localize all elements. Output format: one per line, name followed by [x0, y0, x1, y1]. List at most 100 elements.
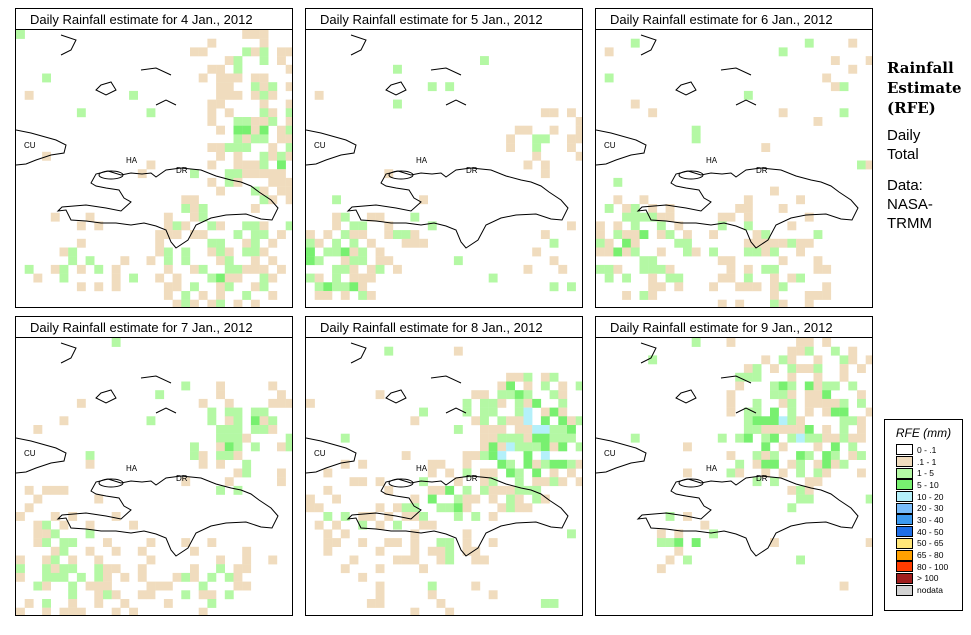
rainfall-cell: [375, 503, 385, 513]
rainfall-cell: [224, 169, 234, 179]
rainfall-cell: [822, 407, 832, 417]
rainfall-cell: [604, 73, 614, 83]
rainfall-cell: [445, 468, 455, 478]
rainfall-cell: [453, 425, 463, 434]
rainfall-cell: [726, 451, 736, 460]
rainfall-cell: [839, 398, 849, 408]
rainfall-cell: [233, 230, 243, 239]
rainfall-cell: [717, 299, 727, 307]
rainfall-cell: [480, 398, 489, 408]
rainfall-cell: [532, 134, 542, 144]
rainfall-cell: [567, 108, 576, 118]
rainfall-cell: [216, 555, 225, 565]
rainfall-cell: [233, 485, 243, 495]
rainfall-cell: [268, 416, 278, 426]
rainfall-cell: [306, 398, 315, 408]
rainfall-cell: [813, 459, 823, 469]
rainfall-cell: [743, 212, 753, 222]
rainfall-cell: [848, 433, 858, 443]
rainfall-cell: [665, 204, 675, 213]
rainfall-cell: [111, 338, 121, 347]
rainfall-map-panel: Daily Rainfall estimate for 8 Jan., 2012…: [305, 316, 583, 616]
rainfall-cell: [410, 538, 420, 547]
rainfall-cell: [250, 204, 260, 213]
rainfall-cell: [743, 372, 753, 382]
rainfall-cell: [445, 555, 455, 565]
rainfall-cell: [242, 546, 252, 556]
rainfall-cell: [622, 204, 631, 213]
rainfall-cell: [752, 282, 762, 292]
rainfall-cell: [349, 273, 359, 283]
nasa-label: NASA-: [887, 196, 933, 213]
rainfall-cell: [224, 273, 234, 283]
label-dr: DR: [756, 474, 768, 483]
rainfall-cell: [59, 520, 69, 530]
rainfall-cell: [865, 355, 872, 365]
rainfall-cell: [224, 108, 234, 118]
rainfall-cell: [76, 607, 86, 615]
rainfall-cell: [68, 538, 78, 547]
rainfall-cell: [532, 477, 542, 487]
rainfall-cell: [857, 416, 866, 426]
legend-label: 30 - 40: [917, 514, 944, 525]
rainfall-cell: [770, 416, 779, 426]
rainfall-cell: [33, 273, 43, 283]
rainfall-cell: [770, 238, 779, 248]
rainfall-cell: [778, 381, 788, 391]
rainfall-cell: [804, 291, 814, 300]
rainfall-cell: [207, 38, 217, 48]
rainfall-cell: [85, 581, 95, 591]
rainfall-cell: [770, 291, 779, 300]
rainfall-cell: [163, 581, 173, 591]
rainfall-cell: [42, 572, 51, 582]
rainfall-cell: [604, 238, 614, 248]
legend-label: 10 - 20: [917, 491, 944, 502]
rainfall-cell: [865, 56, 872, 65]
rainfall-cell: [332, 282, 341, 292]
rainfall-cell: [410, 416, 420, 426]
rainfall-cell: [427, 494, 437, 504]
rainfall-cell: [332, 221, 341, 231]
rainfall-cell: [259, 273, 269, 283]
rainfall-cell: [76, 264, 86, 274]
rainfall-cell: [216, 425, 225, 434]
rainfall-cell: [575, 459, 582, 469]
rainfall-cell: [68, 247, 78, 257]
rainfall-cell: [480, 56, 489, 65]
rainfall-cell: [401, 503, 411, 513]
rainfall-cell: [656, 538, 666, 547]
rainfall-cell: [540, 160, 550, 170]
rainfall-cell: [735, 459, 745, 469]
rainfall-cell: [259, 82, 269, 92]
rainfall-cell: [285, 82, 292, 92]
legend-label: > 100: [917, 573, 939, 584]
rainfall-cell: [656, 264, 666, 274]
rainfall-cell: [575, 477, 582, 487]
rainfall-cell: [306, 238, 315, 248]
rainfall-cell: [770, 425, 779, 434]
rainfall-cell: [358, 538, 368, 547]
rainfall-cell: [50, 512, 60, 521]
rainfall-cell: [224, 177, 234, 187]
rainfall-cell: [514, 390, 524, 400]
rainfall-cell: [804, 407, 814, 417]
rainfall-cell: [488, 494, 498, 504]
rainfall-cell: [94, 282, 104, 292]
rainfall-cell: [630, 221, 640, 231]
rainfall-cell: [523, 160, 533, 170]
rainfall-cell: [770, 451, 779, 460]
rainfall-cell: [648, 273, 658, 283]
rainfall-cell: [839, 459, 849, 469]
rainfall-cell: [42, 485, 51, 495]
rainfall-cell: [830, 459, 840, 469]
rainfall-cell: [523, 416, 533, 426]
rainfall-cell: [857, 398, 866, 408]
rainfall-cell: [198, 291, 208, 300]
rainfall-cell: [743, 204, 753, 213]
rainfall-cell: [752, 238, 762, 248]
rainfall-cell: [393, 264, 402, 274]
cuba-outline: [596, 437, 647, 474]
rainfall-cell: [787, 416, 797, 426]
rainfall-cell: [813, 381, 823, 391]
rainfall-cell: [622, 238, 631, 248]
